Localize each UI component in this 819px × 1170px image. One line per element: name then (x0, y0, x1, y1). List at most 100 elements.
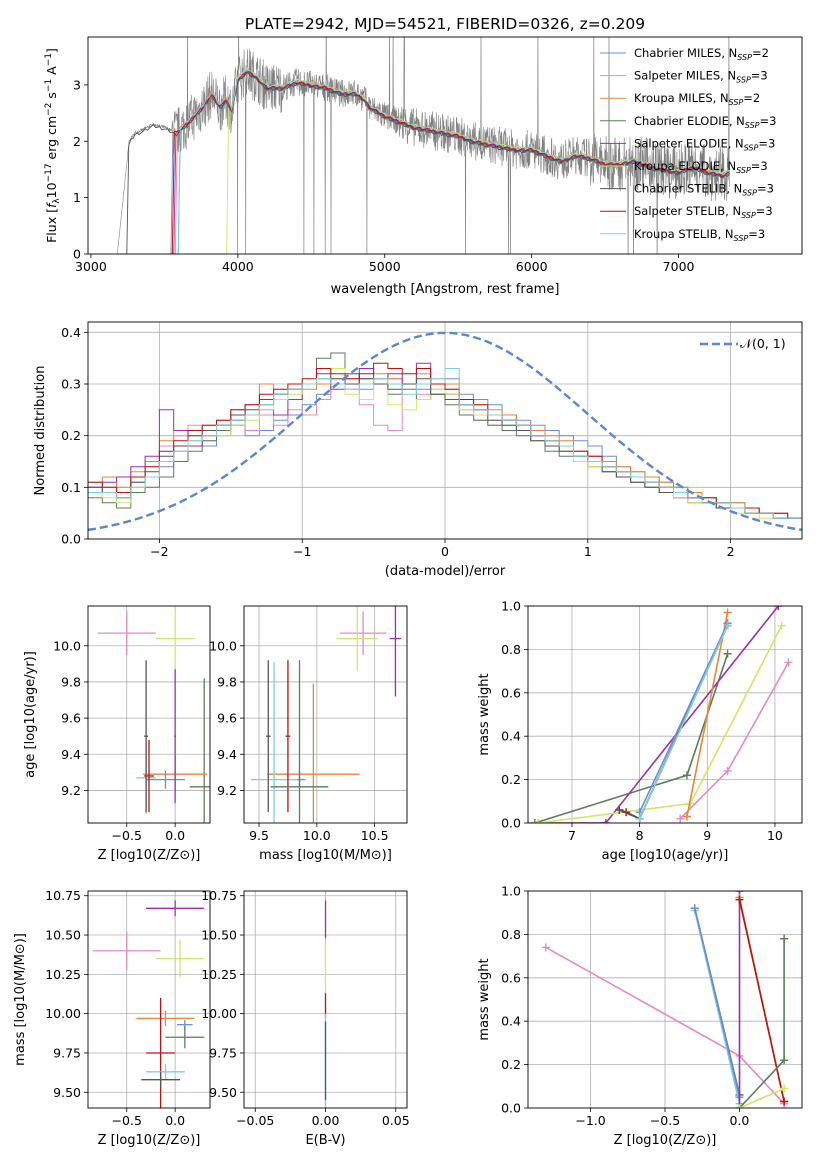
x-axis-label: Z [log10(Z/Z⊙)] (98, 848, 201, 863)
x-tick-label: 2 (727, 544, 735, 559)
legend-item: Kroupa STELIB, NSSP=3 (634, 227, 765, 243)
normal-curve (88, 331, 802, 532)
weight-marker (780, 1097, 789, 1106)
y-tick-label: 10.0 (209, 638, 237, 653)
y-axis-label: Normed distribution (33, 366, 48, 496)
legend-item: Salpeter STELIB, NSSP=3 (634, 204, 773, 220)
weight-line (738, 938, 785, 1108)
y-tick-label: 10.00 (201, 1006, 237, 1021)
legend-item: Chabrier MILES, NSSP=2 (634, 46, 769, 62)
y-tick-label: 1 (73, 190, 81, 205)
y-tick-label: 9.6 (61, 711, 81, 726)
axes-frame (87, 36, 803, 255)
axes-frame (87, 321, 803, 540)
y-tick-label: 0.0 (501, 1101, 521, 1116)
axes-frame (87, 605, 211, 824)
weight-marker (735, 895, 744, 904)
spectrum-model-line (170, 71, 730, 254)
chart-spectrum: 3000 4000 5000 6000 7000 0 1 2 3 wavelength [Angs… (44, 36, 803, 297)
y-tick-label: 9.8 (217, 674, 237, 689)
weight-line (534, 653, 729, 823)
y-tick-label: 0.6 (501, 970, 521, 985)
x-axis-label: (data-model)/error (385, 564, 506, 579)
x-tick-label: 7000 (663, 259, 695, 274)
x-tick-label: 1 (584, 544, 592, 559)
y-tick-label: 0 (73, 247, 81, 262)
y-tick-label: 10.25 (45, 967, 81, 982)
x-tick-label: −0.05 (236, 1113, 274, 1128)
legend-item: Chabrier STELIB, NSSP=3 (634, 182, 774, 198)
plot-area (244, 606, 407, 823)
axes-frame (527, 890, 803, 1109)
weight-line (738, 899, 785, 1102)
weight-line (619, 623, 729, 820)
weight-marker (690, 904, 699, 913)
weight-line (538, 606, 779, 823)
weight-line (618, 625, 729, 820)
weight-line (537, 625, 783, 823)
y-tick-label: 1.0 (501, 599, 521, 614)
x-tick-label: 7 (568, 828, 576, 843)
y-tick-label: 9.8 (61, 674, 81, 689)
y-tick-label: 1.0 (501, 884, 521, 899)
weight-marker (723, 621, 732, 630)
plot-area (244, 891, 407, 1108)
y-tick-label: 0.4 (501, 729, 521, 744)
weight-marker (635, 814, 644, 823)
x-axis-label: wavelength [Angstrom, rest frame] (331, 282, 560, 297)
weight-line (739, 1087, 785, 1108)
y-axis-label: mass weight (477, 958, 492, 1040)
weight-line (679, 662, 790, 820)
x-tick-label: −0.5 (112, 828, 142, 843)
plot-area (88, 891, 210, 1108)
x-axis-label: Z [log10(Z/Z⊙)] (98, 1133, 201, 1148)
chart-z-mass: −0.5 0.0 9.50 9.75 10.00 10.25 10.50 10.75 Z [lo… (13, 888, 211, 1148)
weight-marker (676, 814, 685, 823)
y-tick-label: 10.50 (45, 928, 81, 943)
weight-marker (780, 1056, 789, 1065)
y-tick-label: 0.1 (61, 480, 81, 495)
y-tick-label: 0.0 (501, 816, 521, 831)
y-tick-label: 10.50 (201, 928, 237, 943)
y-tick-label: 10.25 (201, 967, 237, 982)
weight-marker (723, 766, 732, 775)
weight-marker (774, 606, 783, 610)
chart-age-weight: 7 8 9 10 0.0 0.2 0.4 0.6 0.8 1.0 age [log10(age/yr… (477, 599, 803, 863)
y-tick-label: 9.6 (217, 711, 237, 726)
y-tick-label: 9.75 (209, 1045, 237, 1060)
legend-item: 𝒩(0, 1) (740, 336, 786, 351)
y-tick-label: 0.2 (501, 772, 521, 787)
x-tick-label: −1.0 (575, 1113, 605, 1128)
x-tick-label: −0.5 (650, 1113, 680, 1128)
x-axis-label: E(B-V) (305, 1133, 345, 1148)
weight-marker (723, 608, 732, 617)
y-tick-label: 9.4 (61, 747, 81, 762)
chart-z-age: −0.5 0.0 9.2 9.4 9.6 9.8 10.0 Z [log10(Z/Z⊙)] ag… (23, 605, 211, 863)
legend-item: Salpeter ELODIE, NSSP=3 (634, 136, 775, 152)
x-tick-label: 9 (703, 828, 711, 843)
y-tick-label: 0.2 (501, 1057, 521, 1072)
plot-area (88, 606, 210, 823)
x-tick-label: −2 (150, 544, 168, 559)
y-axis-label: mass weight (477, 673, 492, 755)
histogram-series (88, 373, 802, 519)
x-tick-label: 10.5 (361, 828, 389, 843)
chart-ebv-mass: −0.05 0.00 0.05 9.50 9.75 10.00 10.25 10.50 10.7… (201, 888, 409, 1148)
y-tick-label: 0.0 (61, 532, 81, 547)
weight-marker (682, 771, 691, 780)
y-tick-label: 9.50 (53, 1085, 81, 1100)
weight-marker (777, 621, 786, 630)
legend-item: Kroupa MILES, NSSP=2 (634, 91, 760, 107)
legend-item: Kroupa ELODIE, NSSP=3 (634, 159, 768, 175)
plot-area (528, 891, 802, 1108)
x-axis-label: age [log10(age/yr)] (602, 848, 729, 863)
y-axis-label: mass [log10(M/M⊙)] (13, 933, 28, 1066)
histogram-series (88, 368, 802, 519)
y-tick-label: 9.2 (217, 783, 237, 798)
legend-item: Chabrier ELODIE, NSSP=3 (634, 114, 776, 130)
weight-line (694, 908, 741, 1098)
x-tick-label: 4000 (222, 259, 254, 274)
weight-line (686, 612, 729, 817)
axes-frame (243, 890, 408, 1109)
